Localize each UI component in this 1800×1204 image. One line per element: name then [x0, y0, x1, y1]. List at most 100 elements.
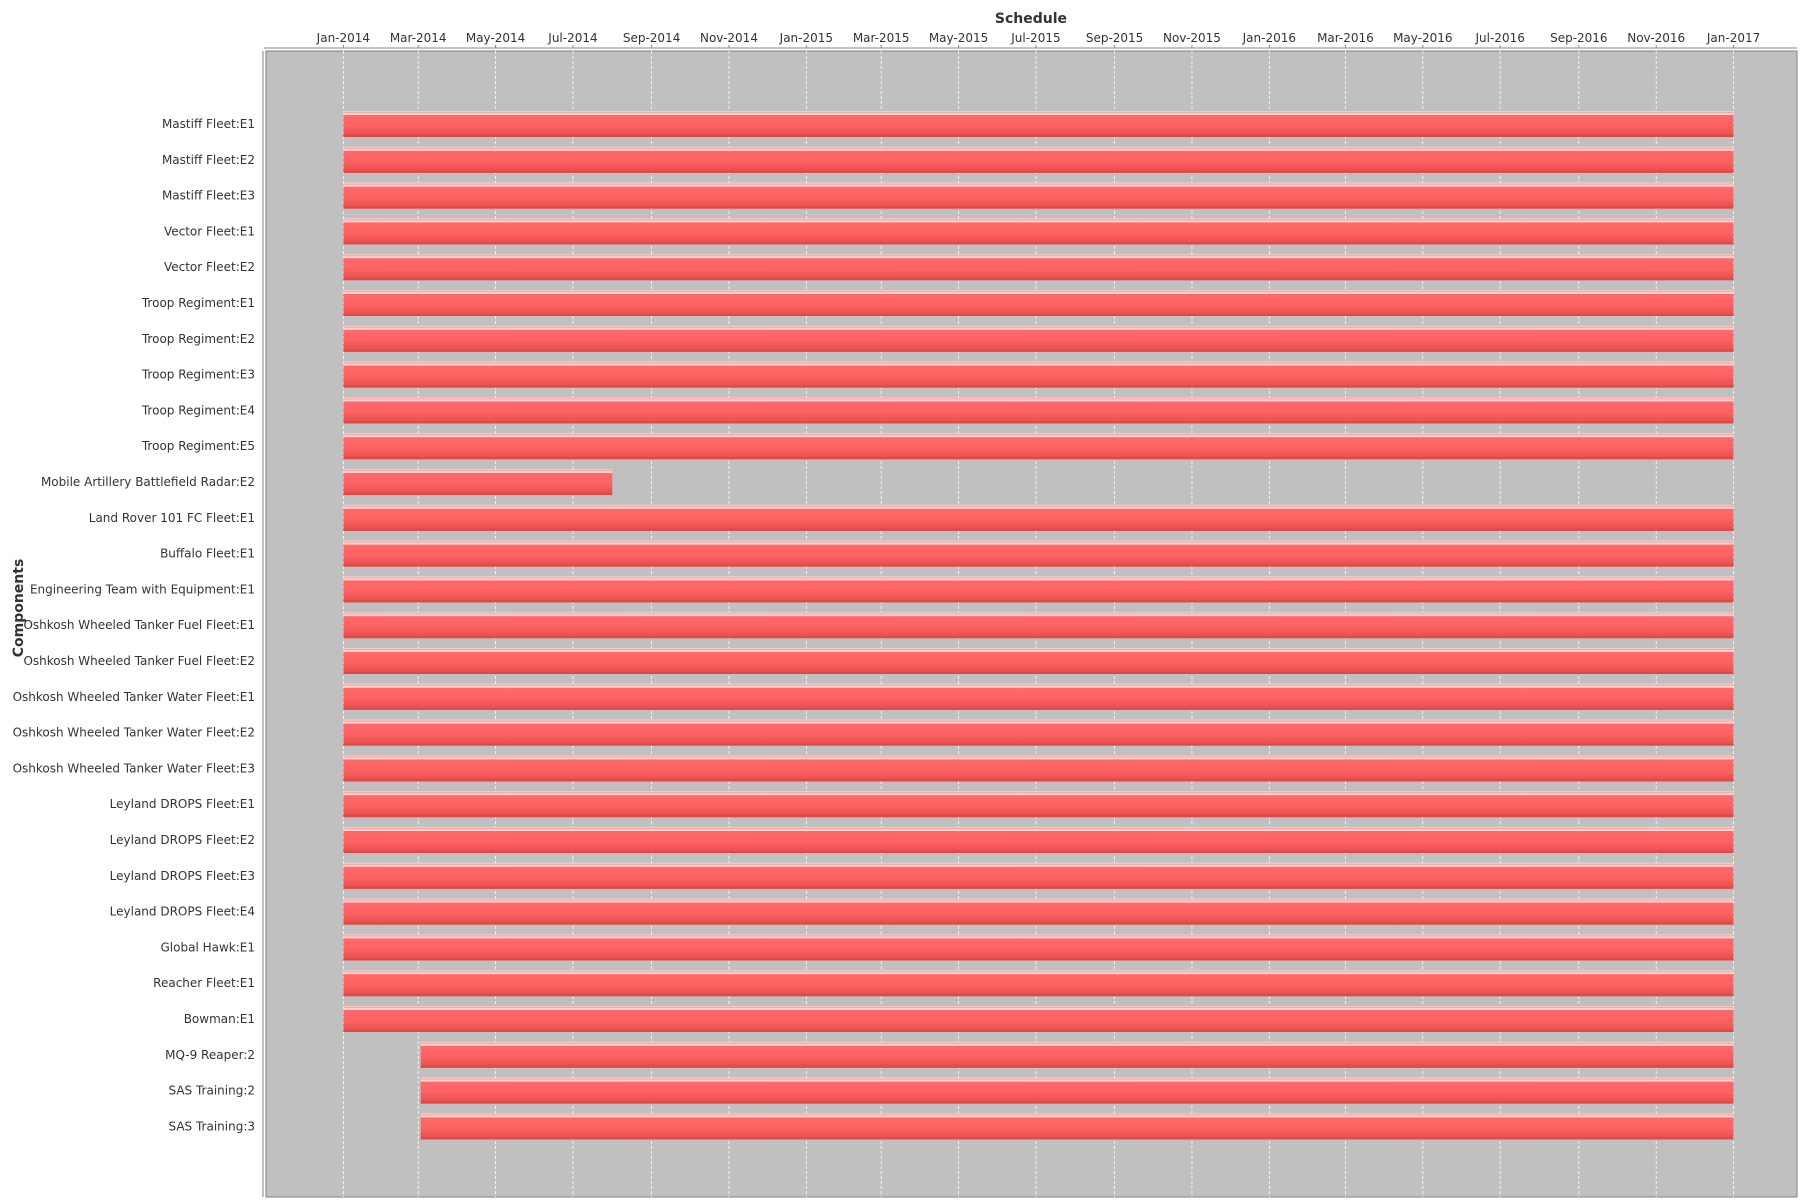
gantt-bar-fill	[343, 612, 1734, 639]
gantt-bar-fill	[343, 325, 1734, 352]
gantt-bar-highlight	[343, 292, 1734, 294]
gantt-bar-highlight	[343, 936, 1734, 939]
gantt-bar-fill	[343, 791, 1734, 818]
y-category-label: SAS Training:2	[168, 1084, 255, 1098]
y-category-label: Mastiff Fleet:E3	[162, 189, 255, 203]
y-category-label: Vector Fleet:E2	[164, 260, 255, 274]
gantt-bar-highlight	[343, 435, 1734, 438]
x-tick-label: Sep-2016	[1550, 31, 1608, 45]
x-tick-label: May-2016	[1393, 31, 1452, 45]
y-category-label: Vector Fleet:E1	[164, 224, 255, 238]
gantt-bar-shadow	[343, 206, 1734, 209]
y-category-label: Troop Regiment:E4	[141, 403, 255, 417]
y-axis-title: Components	[11, 559, 27, 658]
gantt-bar	[420, 1113, 1734, 1140]
y-category-label: Land Rover 101 FC Fleet:E1	[89, 511, 255, 525]
y-category-label: Oshkosh Wheeled Tanker Fuel Fleet:E2	[23, 654, 255, 668]
gantt-bar-shadow	[420, 1137, 1734, 1140]
y-category-label: Troop Regiment:E5	[141, 439, 255, 453]
gantt-bar-fill	[343, 397, 1734, 424]
gantt-bar	[343, 898, 1734, 925]
gantt-bar-shadow	[343, 851, 1734, 853]
x-tick-label: May-2015	[929, 31, 988, 45]
gantt-bar	[343, 218, 1734, 245]
gantt-bar	[343, 970, 1734, 997]
y-category-label: Reacher Fleet:E1	[153, 976, 255, 990]
gantt-bar-fill	[343, 719, 1734, 746]
gantt-bar	[343, 290, 1734, 316]
y-category-label: Troop Regiment:E3	[141, 368, 255, 382]
gantt-bar-fill	[420, 1041, 1734, 1068]
gantt-bar-fill	[343, 218, 1734, 245]
x-axis-title: Schedule	[995, 11, 1067, 27]
gantt-bar	[343, 612, 1734, 639]
gantt-bar-highlight	[343, 829, 1734, 831]
gantt-bar-highlight	[343, 542, 1734, 545]
gantt-bar-highlight	[420, 1043, 1734, 1046]
gantt-bar	[343, 648, 1734, 674]
gantt-bar-highlight	[343, 614, 1734, 617]
gantt-bar-shadow	[343, 636, 1734, 639]
y-category-label: SAS Training:3	[168, 1119, 255, 1133]
y-category-label: Global Hawk:E1	[161, 940, 256, 954]
gantt-bar	[343, 934, 1734, 961]
x-tick-label: Jul-2014	[547, 31, 597, 45]
y-category-label: Leyland DROPS Fleet:E2	[110, 833, 255, 847]
gantt-bar-fill	[343, 182, 1734, 209]
gantt-bar	[343, 433, 1734, 460]
gantt-bar	[343, 111, 1734, 137]
gantt-bar	[343, 182, 1734, 209]
gantt-bar-fill	[343, 898, 1734, 925]
x-tick-label: May-2014	[466, 31, 525, 45]
gantt-bar-shadow	[343, 349, 1734, 352]
gantt-bar-shadow	[343, 170, 1734, 173]
x-tick-label: Jan-2017	[1706, 31, 1760, 45]
x-tick-label: Nov-2015	[1163, 31, 1221, 45]
gantt-bar-highlight	[343, 578, 1734, 581]
gantt-bar-fill	[343, 648, 1734, 674]
gantt-bar	[343, 397, 1734, 424]
gantt-bar	[343, 576, 1734, 603]
gantt-bar	[343, 325, 1734, 352]
y-category-label: Oshkosh Wheeled Tanker Water Fleet:E1	[13, 690, 255, 704]
y-category-label: Troop Regiment:E1	[141, 296, 255, 310]
y-category-label: Troop Regiment:E2	[141, 332, 255, 346]
gantt-bar-fill	[343, 290, 1734, 316]
gantt-bar-fill	[343, 540, 1734, 567]
gantt-bar-shadow	[343, 994, 1734, 997]
gantt-bar-fill	[343, 469, 613, 495]
gantt-bar	[420, 1041, 1734, 1068]
gantt-bar-fill	[343, 361, 1734, 388]
gantt-bar	[343, 862, 1734, 889]
x-tick-label: Jul-2015	[1010, 31, 1060, 45]
y-category-label: Engineering Team with Equipment:E1	[30, 582, 255, 596]
gantt-bar-shadow	[343, 600, 1734, 603]
gantt-bar	[420, 1077, 1734, 1104]
gantt-bar	[343, 755, 1734, 782]
gantt-bar-highlight	[343, 471, 613, 473]
gantt-bar-highlight	[343, 256, 1734, 259]
gantt-bar	[343, 1006, 1734, 1032]
x-tick-label: Nov-2016	[1627, 31, 1685, 45]
gantt-bar-highlight	[343, 220, 1734, 223]
gantt-bar	[343, 791, 1734, 818]
gantt-bar-fill	[343, 755, 1734, 782]
gantt-bar-shadow	[343, 278, 1734, 281]
gantt-bar-shadow	[343, 135, 1734, 137]
x-tick-label: Mar-2016	[1317, 31, 1374, 45]
gantt-bar-shadow	[343, 815, 1734, 818]
gantt-bar-highlight	[343, 650, 1734, 652]
gantt-bar-highlight	[343, 864, 1734, 867]
x-tick-label: Nov-2014	[700, 31, 758, 45]
x-tick-label: Jan-2015	[779, 31, 833, 45]
gantt-bar-shadow	[343, 922, 1734, 925]
y-category-label: Bowman:E1	[184, 1012, 255, 1026]
x-tick-label: Jan-2014	[316, 31, 370, 45]
gantt-bar-highlight	[343, 113, 1734, 115]
gantt-bar-shadow	[343, 242, 1734, 245]
gantt-bar-shadow	[343, 314, 1734, 316]
gantt-bar-fill	[343, 254, 1734, 281]
gantt-bar	[343, 683, 1734, 710]
gantt-bar-shadow	[343, 528, 1734, 531]
